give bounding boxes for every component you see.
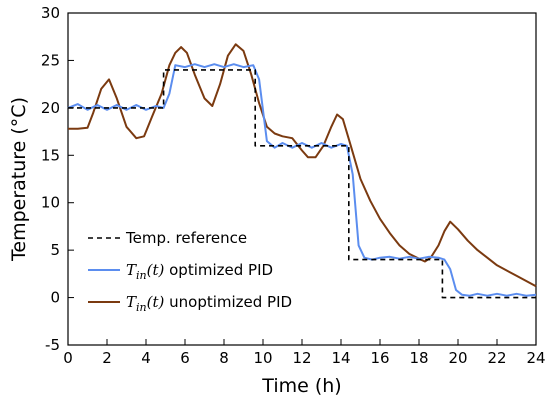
- legend-label: Tin(t) optimized PID: [126, 261, 273, 282]
- x-tick-label: 10: [253, 349, 272, 367]
- y-tick-label: 20: [41, 99, 60, 117]
- y-tick-label: 30: [41, 4, 60, 22]
- legend-math-var: T: [126, 293, 137, 311]
- x-tick-label: 18: [409, 349, 428, 367]
- y-axis-title: Temperature (°C): [8, 97, 30, 262]
- x-tick-label: 8: [219, 349, 229, 367]
- x-tick-label: 2: [102, 349, 112, 367]
- legend-suffix: optimized PID: [164, 261, 273, 279]
- x-tick-label: 12: [292, 349, 311, 367]
- x-tick-label: 16: [370, 349, 389, 367]
- series-line-2: [68, 43, 537, 288]
- y-tick-label: 10: [41, 194, 60, 212]
- x-tick-label: 6: [180, 349, 190, 367]
- x-axis-title: Time (h): [261, 375, 341, 397]
- series-layer: [67, 43, 537, 299]
- legend-suffix: unoptimized PID: [164, 293, 292, 311]
- legend-math-arg: (t): [147, 293, 165, 311]
- legend-label: Temp. reference: [125, 229, 247, 247]
- series-line-0: [68, 69, 536, 299]
- x-tick-label: 4: [141, 349, 151, 367]
- y-tick-label: 0: [50, 289, 60, 307]
- legend-math-sub: in: [136, 301, 147, 314]
- series-line-1: [67, 63, 537, 297]
- y-tick-label: 25: [41, 51, 60, 69]
- legend-math-var: T: [126, 261, 137, 279]
- x-tick-label: 0: [63, 349, 73, 367]
- x-tick-label: 24: [526, 349, 545, 367]
- x-tick-label: 22: [487, 349, 506, 367]
- legend-label: Tin(t) unoptimized PID: [126, 293, 292, 314]
- legend-math-sub: in: [136, 269, 147, 282]
- x-tick-label: 14: [331, 349, 350, 367]
- x-tick-label: 20: [448, 349, 467, 367]
- y-tick-label: 15: [41, 146, 60, 164]
- y-tick-label: 5: [50, 241, 60, 259]
- y-tick-label: -5: [45, 336, 60, 354]
- legend-math-arg: (t): [147, 261, 165, 279]
